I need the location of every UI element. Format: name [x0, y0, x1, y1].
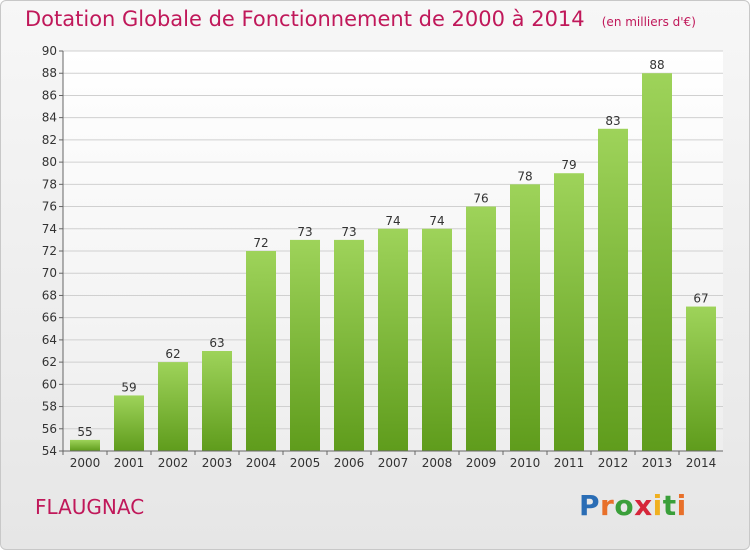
x-tick-label-2007: 2007: [378, 456, 409, 470]
bars: [70, 73, 716, 452]
bar-2007: [378, 228, 408, 451]
y-tick-label: 80: [42, 155, 57, 169]
y-tick-label: 76: [42, 200, 57, 214]
data-label-2000: 55: [77, 425, 92, 439]
y-tick-label: 74: [42, 222, 57, 236]
x-tick-label-2013: 2013: [642, 456, 673, 470]
bar-2006: [334, 239, 364, 451]
data-label-2003: 63: [209, 336, 224, 350]
x-tick-label-2008: 2008: [422, 456, 453, 470]
y-tick-label: 54: [42, 444, 57, 458]
y-tick-label: 64: [42, 333, 57, 347]
x-tick-label-2012: 2012: [598, 456, 629, 470]
bar-2002: [158, 362, 188, 451]
bar-2005: [290, 239, 320, 451]
y-tick-label: 68: [42, 288, 57, 302]
data-labels: 55 59 62 63 72 73 73 74 74 76 78 79 83 88 67: [77, 58, 708, 439]
bar-2010: [510, 184, 540, 452]
x-tick-label-2014: 2014: [686, 456, 717, 470]
data-label-2009: 76: [473, 192, 488, 206]
x-tick-label-2006: 2006: [334, 456, 365, 470]
x-tick-label-2001: 2001: [114, 456, 145, 470]
y-tick-label: 88: [42, 66, 57, 80]
data-label-2001: 59: [121, 380, 136, 394]
x-tick-label-2000: 2000: [70, 456, 101, 470]
y-tick-label: 82: [42, 133, 57, 147]
data-label-2012: 83: [605, 114, 620, 128]
y-tick-label: 56: [42, 422, 57, 436]
bar-2012: [598, 128, 628, 451]
chart-unit-text: (en milliers d'€): [601, 15, 696, 29]
data-label-2008: 74: [429, 214, 444, 228]
y-tick-label: 86: [42, 88, 57, 102]
y-tick-label: 62: [42, 355, 57, 369]
data-label-2005: 73: [297, 225, 312, 239]
y-tick-label: 60: [42, 377, 57, 391]
y-tick-label: 72: [42, 244, 57, 258]
bar-2009: [466, 206, 496, 451]
x-axis-ticks: 2000 2001 2002 2003 2004 2005 2006 2007 2008 2009…: [62, 451, 717, 470]
y-tick-label: 70: [42, 266, 57, 280]
data-label-2010: 78: [517, 169, 532, 183]
y-tick-label: 66: [42, 311, 57, 325]
bar-2013: [642, 73, 672, 451]
x-tick-label-2004: 2004: [246, 456, 277, 470]
bar-2001: [114, 395, 144, 451]
data-label-2004: 72: [253, 236, 268, 250]
chart-title: Dotation Globale de Fonctionnement de 20…: [25, 7, 696, 31]
x-tick-label-2003: 2003: [202, 456, 233, 470]
y-tick-label: 90: [42, 44, 57, 58]
data-label-2002: 62: [165, 347, 180, 361]
data-label-2007: 74: [385, 214, 400, 228]
x-tick-label-2005: 2005: [290, 456, 321, 470]
x-tick-label-2010: 2010: [510, 456, 541, 470]
bar-2004: [246, 251, 276, 451]
data-label-2014: 67: [693, 292, 708, 306]
bar-2011: [554, 173, 584, 451]
bar-2003: [202, 351, 232, 451]
data-label-2013: 88: [649, 58, 664, 72]
y-tick-label: 58: [42, 400, 57, 414]
bar-2008: [422, 228, 452, 451]
x-tick-label-2009: 2009: [466, 456, 497, 470]
x-tick-label-2002: 2002: [158, 456, 189, 470]
bar-2014: [686, 306, 716, 451]
y-axis-ticks: 54 56 58 60 62 64 66 68 70 72 74 76 78 80 82 84 86 88 90: [42, 44, 63, 458]
commune-name: FLAUGNAC: [35, 495, 145, 519]
data-label-2006: 73: [341, 225, 356, 239]
proxiti-logo: Proxiti: [579, 489, 687, 522]
x-tick-label-2011: 2011: [554, 456, 585, 470]
y-tick-label: 84: [42, 111, 57, 125]
chart-title-text: Dotation Globale de Fonctionnement de 20…: [25, 7, 585, 31]
data-label-2011: 79: [561, 158, 576, 172]
y-tick-label: 78: [42, 177, 57, 191]
bar-2000: [70, 439, 100, 451]
